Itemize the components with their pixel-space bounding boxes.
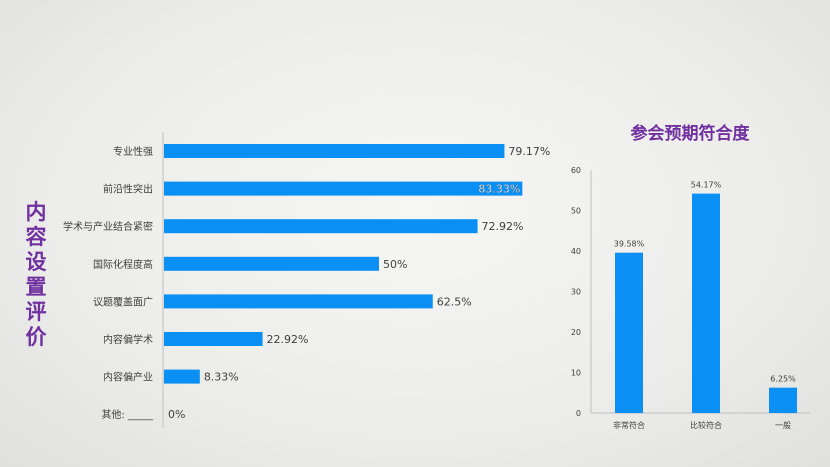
v-y-tick-label: 50 <box>571 207 581 216</box>
v-bar <box>769 387 797 413</box>
h-value-label: 83.33% <box>478 183 520 196</box>
h-value-label: 0% <box>168 408 185 421</box>
v-category-label: 比较符合 <box>690 420 722 430</box>
h-value-label: 8.33% <box>204 371 239 384</box>
v-bar <box>692 193 720 413</box>
h-bar <box>164 294 433 309</box>
v-value-label: 54.17% <box>691 181 722 190</box>
h-category-label: 国际化程度高 <box>93 258 153 271</box>
h-category-label: 学术与产业结合紧密 <box>63 220 153 233</box>
h-category-label: 内容偏产业 <box>103 371 153 384</box>
h-category-label: 内容偏学术 <box>103 333 153 346</box>
h-category-label: 其他: _____ <box>101 408 154 421</box>
h-category-label: 专业性强 <box>113 145 153 158</box>
h-value-label: 50% <box>383 258 407 271</box>
h-bar <box>164 369 200 384</box>
h-category-label: 前沿性突出 <box>103 183 153 196</box>
left-title-char: 置 <box>25 275 47 299</box>
h-value-label: 79.17% <box>508 145 550 158</box>
v-value-label: 39.58% <box>614 240 645 249</box>
v-y-tick-label: 30 <box>571 288 581 297</box>
left-chart-title: 内容设置评价 <box>14 200 58 350</box>
h-bar <box>164 332 263 346</box>
h-value-label: 62.5% <box>437 295 472 308</box>
left-title-char: 价 <box>25 325 47 349</box>
h-value-label: 22.92% <box>267 333 309 346</box>
v-category-label: 非常符合 <box>613 420 645 430</box>
h-value-label: 72.92% <box>482 220 524 233</box>
v-y-tick-label: 40 <box>571 247 581 256</box>
v-y-tick-label: 0 <box>576 409 581 418</box>
h-bar <box>164 144 505 158</box>
left-title-char: 评 <box>25 300 47 324</box>
v-y-tick-label: 10 <box>571 369 581 378</box>
v-value-label: 6.25% <box>770 375 796 384</box>
v-y-tick-label: 60 <box>571 166 581 175</box>
h-bar <box>164 181 523 196</box>
h-bar <box>164 219 478 234</box>
h-category-label: 议题覆盖面广 <box>93 295 153 308</box>
left-title-char: 设 <box>25 250 47 274</box>
v-bar <box>615 252 643 413</box>
left-title-char: 容 <box>25 225 47 249</box>
v-y-tick-label: 20 <box>571 328 581 337</box>
right-chart-title: 参会预期符合度 <box>630 124 750 144</box>
v-category-label: 一般 <box>775 420 791 430</box>
left-title-char: 内 <box>25 200 47 224</box>
h-bar <box>164 256 379 271</box>
